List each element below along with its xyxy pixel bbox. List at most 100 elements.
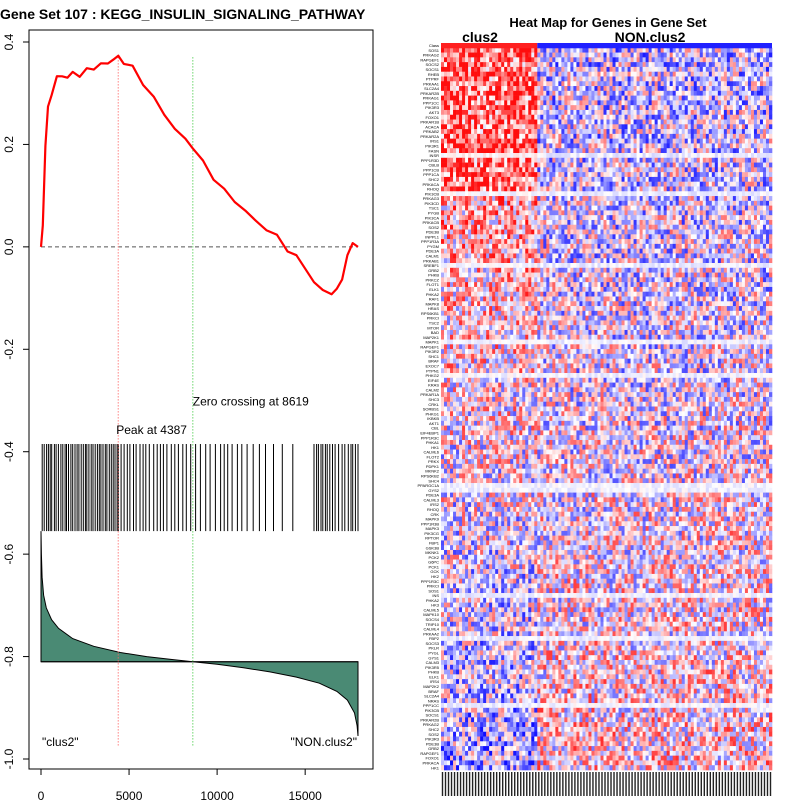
heatmap-cell bbox=[465, 186, 469, 192]
heatmap-cell bbox=[765, 76, 770, 82]
heatmap-cell bbox=[444, 57, 448, 63]
heatmap-cell bbox=[696, 239, 701, 245]
heatmap-cell bbox=[615, 253, 619, 259]
heatmap-cell bbox=[510, 172, 514, 178]
heatmap-cell bbox=[573, 219, 577, 226]
heatmap-cell bbox=[705, 162, 710, 168]
heatmap-cell bbox=[579, 129, 583, 135]
heatmap-cell bbox=[690, 90, 695, 96]
heatmap-cell bbox=[519, 153, 523, 159]
heatmap-cell bbox=[600, 215, 604, 221]
heatmap-cell bbox=[603, 109, 607, 116]
heatmap-cell bbox=[492, 119, 496, 125]
heatmap-cell bbox=[750, 81, 755, 87]
heatmap-cell bbox=[567, 153, 571, 159]
heatmap-cell bbox=[519, 248, 523, 254]
heatmap-cell bbox=[735, 81, 740, 87]
heatmap-cell bbox=[699, 205, 704, 211]
heatmap-cell bbox=[768, 224, 773, 230]
heatmap-cell bbox=[543, 81, 547, 87]
heatmap-cell bbox=[756, 47, 761, 53]
heatmap-cell bbox=[594, 157, 598, 163]
heatmap-cell bbox=[555, 143, 559, 149]
heatmap-cell bbox=[762, 100, 767, 106]
heatmap-cell bbox=[483, 143, 487, 149]
heatmap-cell bbox=[579, 133, 583, 139]
heatmap-cell bbox=[456, 95, 460, 101]
heatmap-cell bbox=[453, 243, 457, 249]
heatmap-cell bbox=[744, 248, 749, 254]
heatmap-cell bbox=[603, 129, 607, 135]
heatmap-cell bbox=[444, 114, 448, 120]
heatmap-cell bbox=[663, 172, 667, 178]
heatmap-cell bbox=[753, 176, 758, 182]
heatmap-cell bbox=[708, 100, 713, 106]
heatmap-cell bbox=[711, 90, 716, 96]
heatmap-cell bbox=[441, 148, 445, 154]
heatmap-cell bbox=[540, 148, 544, 154]
heatmap-cell bbox=[516, 47, 520, 53]
heatmap-cell bbox=[603, 157, 607, 163]
heatmap-cell bbox=[648, 181, 652, 187]
heatmap-cell bbox=[492, 66, 496, 72]
heatmap-cell bbox=[756, 81, 761, 87]
heatmap-cell bbox=[582, 162, 586, 168]
heatmap-cell bbox=[522, 119, 526, 125]
heatmap-cell bbox=[576, 109, 580, 116]
heatmap-cell bbox=[630, 253, 634, 259]
heatmap-cell bbox=[537, 100, 541, 106]
heatmap-cell bbox=[660, 153, 664, 159]
heatmap-cell bbox=[528, 47, 532, 53]
heatmap-cell bbox=[597, 172, 601, 178]
heatmap-cell bbox=[747, 191, 752, 197]
heatmap-cell bbox=[762, 81, 767, 87]
heatmap-cell bbox=[513, 138, 517, 144]
heatmap-cell bbox=[687, 224, 692, 230]
heatmap-cell bbox=[684, 119, 689, 125]
heatmap-cell bbox=[594, 143, 598, 149]
heatmap-cell bbox=[528, 191, 532, 197]
heatmap-cell bbox=[609, 191, 613, 197]
heatmap-cell bbox=[525, 215, 529, 221]
heatmap-cell bbox=[513, 229, 517, 235]
heatmap-cell bbox=[729, 57, 734, 63]
heatmap-cell bbox=[453, 181, 457, 187]
heatmap-cell bbox=[462, 71, 466, 77]
heatmap-cell bbox=[648, 124, 652, 130]
heatmap-cell bbox=[702, 105, 707, 111]
heatmap-cell bbox=[690, 105, 695, 111]
heatmap-cell bbox=[684, 71, 689, 77]
heatmap-cell bbox=[546, 148, 550, 154]
heatmap-cell bbox=[465, 234, 469, 240]
heatmap-cell bbox=[744, 76, 749, 82]
heatmap-cell bbox=[711, 153, 716, 159]
heatmap-cell bbox=[543, 162, 547, 168]
heatmap-cell bbox=[441, 47, 445, 53]
heatmap-cell bbox=[687, 138, 692, 144]
heatmap-cell bbox=[606, 253, 610, 259]
heatmap-cell bbox=[564, 105, 568, 111]
heatmap-cell bbox=[573, 143, 577, 149]
heatmap-cell bbox=[543, 181, 547, 187]
heatmap-cell bbox=[762, 153, 767, 159]
heatmap-cell bbox=[657, 114, 661, 120]
heatmap-cell bbox=[636, 100, 640, 106]
heatmap-cell bbox=[654, 191, 658, 197]
heatmap-cell bbox=[723, 66, 728, 72]
heatmap-cell bbox=[501, 253, 505, 259]
heatmap-cell bbox=[672, 181, 677, 187]
heatmap-cell bbox=[516, 229, 520, 235]
heatmap-cell bbox=[609, 124, 613, 130]
heatmap-cell bbox=[744, 191, 749, 197]
heatmap-cell bbox=[528, 57, 532, 63]
heatmap-cell bbox=[696, 181, 701, 187]
heatmap-cell bbox=[504, 143, 508, 149]
heatmap-cell bbox=[477, 47, 481, 53]
heatmap-cell bbox=[627, 172, 631, 178]
heatmap-cell bbox=[672, 234, 677, 240]
heatmap-cell bbox=[468, 229, 472, 235]
heatmap-cell bbox=[612, 210, 616, 216]
heatmap-cell bbox=[645, 167, 649, 173]
heatmap-cell bbox=[621, 76, 625, 82]
heatmap-cell bbox=[627, 253, 631, 259]
